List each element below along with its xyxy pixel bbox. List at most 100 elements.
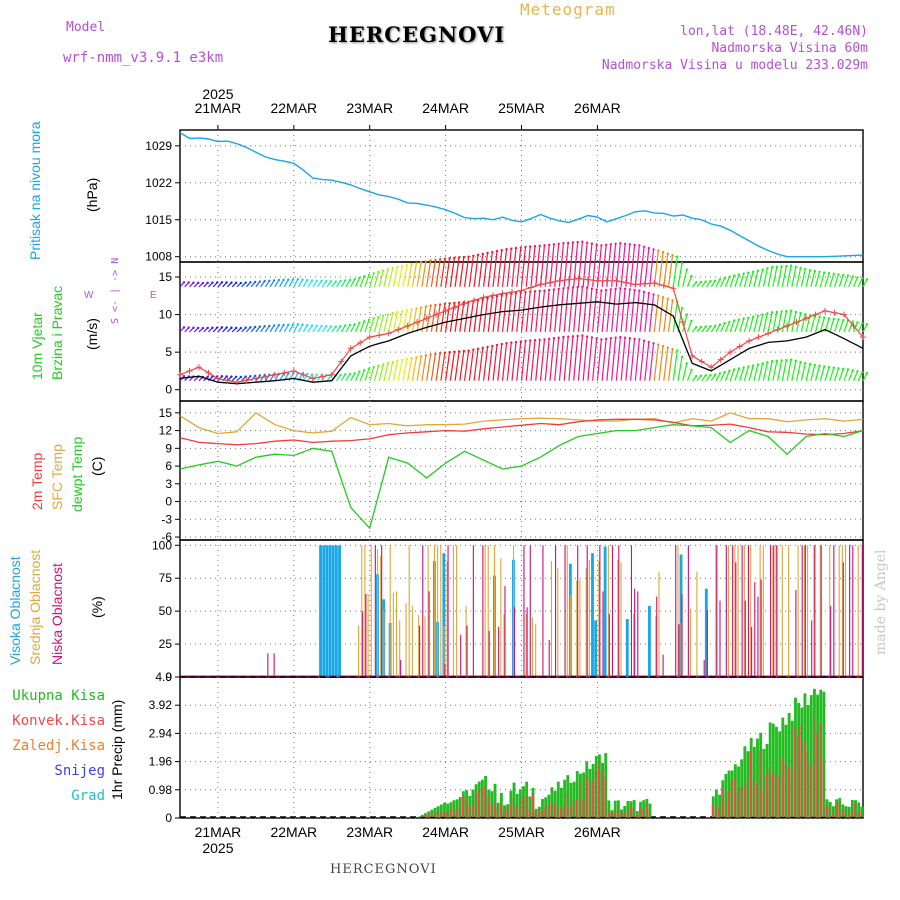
wind-arrow-0 (672, 256, 678, 287)
wind-axis-subtitle: Brzina i Pravac (49, 286, 65, 380)
wind-arrow-head-2 (453, 350, 456, 353)
ytick-label-temperature: 3 (165, 477, 172, 491)
precip-conv-bar (499, 804, 502, 817)
top-date-label: 23MAR (346, 100, 393, 116)
precip-total-bar (572, 781, 576, 817)
wind-arrow-head-2 (766, 361, 769, 364)
wind-arrow-head-1 (595, 288, 598, 291)
wind-arrow-2 (411, 357, 418, 381)
wind-arrow-2 (843, 369, 849, 381)
precip-total-bar (594, 756, 598, 817)
wind-arrow-2 (748, 365, 754, 381)
ytick-label-temperature: 9 (165, 441, 172, 455)
wind-arrow-1 (810, 315, 816, 333)
wind-arrow-head-1 (699, 325, 703, 329)
precip-conv-bar (787, 766, 790, 817)
wind-arrow-head-1 (685, 313, 688, 316)
wind-gust-marker (433, 311, 440, 318)
wind-arrow-2 (492, 344, 498, 381)
precip-total-bar (430, 809, 434, 817)
precip-total-bar (724, 774, 728, 817)
wind-arrow-head-0 (211, 281, 214, 284)
wind-arrow-head-2 (287, 372, 290, 375)
wind-arrow-1 (554, 288, 560, 332)
wind-arrow-head-2 (571, 335, 575, 338)
wind-arrow-head-2 (804, 361, 807, 365)
precip-total-bar (597, 754, 601, 817)
cloud-bar-low (466, 625, 468, 677)
wind-arrow-1 (359, 321, 365, 333)
wind-arrow-2 (819, 366, 825, 381)
cloud-bar-mid (364, 545, 366, 677)
wind-arrow-2 (274, 373, 280, 382)
precip-total-bar (503, 805, 506, 817)
wind-arrow-head-1 (258, 325, 262, 328)
wind-arrow-head-2 (642, 339, 646, 342)
wind-arrow-0 (753, 270, 759, 287)
precip-total-bar (477, 781, 481, 817)
wind-arrow-head-1 (291, 323, 295, 326)
wind-arrow-1 (407, 309, 413, 332)
wind-arrow-head-1 (671, 299, 674, 302)
wind-arrow-head-2 (239, 375, 243, 379)
wind-arrow-1 (814, 316, 821, 333)
wind-arrow-2 (620, 337, 626, 381)
wind-arrow-head-0 (642, 245, 646, 248)
wind-gust-marker (660, 282, 667, 289)
wind-arrow-1 (288, 324, 294, 333)
precip-total-bar (452, 800, 456, 817)
wind-arrow-1 (577, 286, 584, 332)
wind-gust-marker (490, 292, 497, 299)
wind-arrow-head-1 (211, 326, 214, 329)
wind-arrow-head-2 (552, 337, 556, 340)
cloud-bar-low (482, 545, 484, 677)
wind-arrow-head-0 (690, 274, 693, 278)
wind-arrow-1 (592, 289, 598, 332)
wind-arrow-0 (838, 274, 844, 287)
wind-arrow-head-0 (671, 254, 674, 257)
cloud-bar-low (611, 545, 614, 677)
wind-arrow-head-2 (443, 351, 447, 354)
precip-conv-bar (458, 803, 461, 817)
precip-total-bar (743, 746, 747, 817)
precip-conv-bar (844, 809, 847, 817)
precip-total-bar (427, 811, 431, 817)
wind-gust-marker (546, 279, 553, 286)
precip-total-bar (752, 746, 756, 817)
wind-arrow-head-1 (799, 311, 802, 315)
wind-arrow-head-0 (585, 241, 589, 244)
wind-arrow-head-1 (239, 326, 243, 330)
wind-arrow-0 (772, 266, 778, 287)
wind-arrow-head-2 (780, 359, 783, 362)
pressure-axis-title: Pritisak na nivou mora (27, 121, 43, 260)
wind-arrow-head-2 (685, 362, 688, 365)
wind-arrow-head-0 (268, 279, 271, 282)
cloud-bar-mid (380, 555, 382, 677)
wind-arrow-head-1 (690, 319, 693, 323)
ytick-label-precip: 2.94 (149, 726, 173, 740)
cloud-bar-mid (677, 545, 679, 677)
wind-arrow-0 (345, 279, 351, 288)
precip-total-bar (790, 720, 794, 817)
wind-arrow-2 (615, 337, 621, 381)
wind-arrow-head-0 (291, 278, 295, 281)
cloud-bar-high (594, 620, 598, 677)
precip-conv-bar (594, 771, 597, 817)
wind-arrow-head-2 (467, 349, 470, 352)
wind-arrow-0 (350, 278, 356, 288)
wind-arrow-head-0 (590, 242, 594, 245)
wind-arrow-head-2 (827, 365, 831, 369)
cloud-bar-high (319, 545, 322, 677)
precip-conv-bar (806, 751, 809, 817)
cloud-bar-low (419, 625, 421, 677)
cloud-bar-mid (361, 545, 363, 677)
precip-total-bar (854, 800, 857, 817)
precip-legend-0: Ukupna Kisa (12, 688, 105, 704)
wind-arrow-head-0 (514, 246, 518, 250)
wind-arrow-2 (686, 369, 693, 381)
bottom-date-label: 22MAR (270, 824, 317, 840)
cloud-bar-low (365, 594, 367, 677)
wind-arrow-1 (482, 297, 489, 332)
wind-arrow-head-2 (182, 375, 186, 378)
wind-arrow-head-0 (619, 242, 622, 245)
